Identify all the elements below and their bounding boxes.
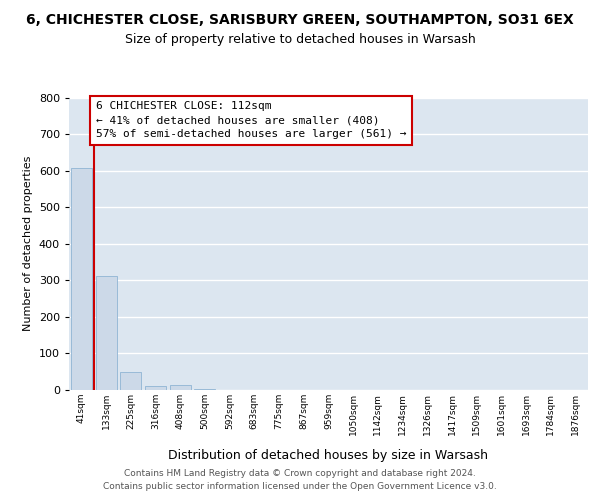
Text: Contains public sector information licensed under the Open Government Licence v3: Contains public sector information licen… [103, 482, 497, 491]
Text: 6 CHICHESTER CLOSE: 112sqm
← 41% of detached houses are smaller (408)
57% of sem: 6 CHICHESTER CLOSE: 112sqm ← 41% of deta… [95, 101, 406, 139]
Text: 6, CHICHESTER CLOSE, SARISBURY GREEN, SOUTHAMPTON, SO31 6EX: 6, CHICHESTER CLOSE, SARISBURY GREEN, SO… [26, 12, 574, 26]
Bar [120, 372, 141, 390]
Bar [71, 168, 92, 390]
Text: Contains HM Land Registry data © Crown copyright and database right 2024.: Contains HM Land Registry data © Crown c… [124, 468, 476, 477]
X-axis label: Distribution of detached houses by size in Warsash: Distribution of detached houses by size … [169, 449, 488, 462]
Bar [194, 389, 215, 390]
Bar [145, 386, 166, 390]
Y-axis label: Number of detached properties: Number of detached properties [23, 156, 33, 332]
Bar [95, 276, 116, 390]
Bar [170, 385, 191, 390]
Text: Size of property relative to detached houses in Warsash: Size of property relative to detached ho… [125, 32, 475, 46]
